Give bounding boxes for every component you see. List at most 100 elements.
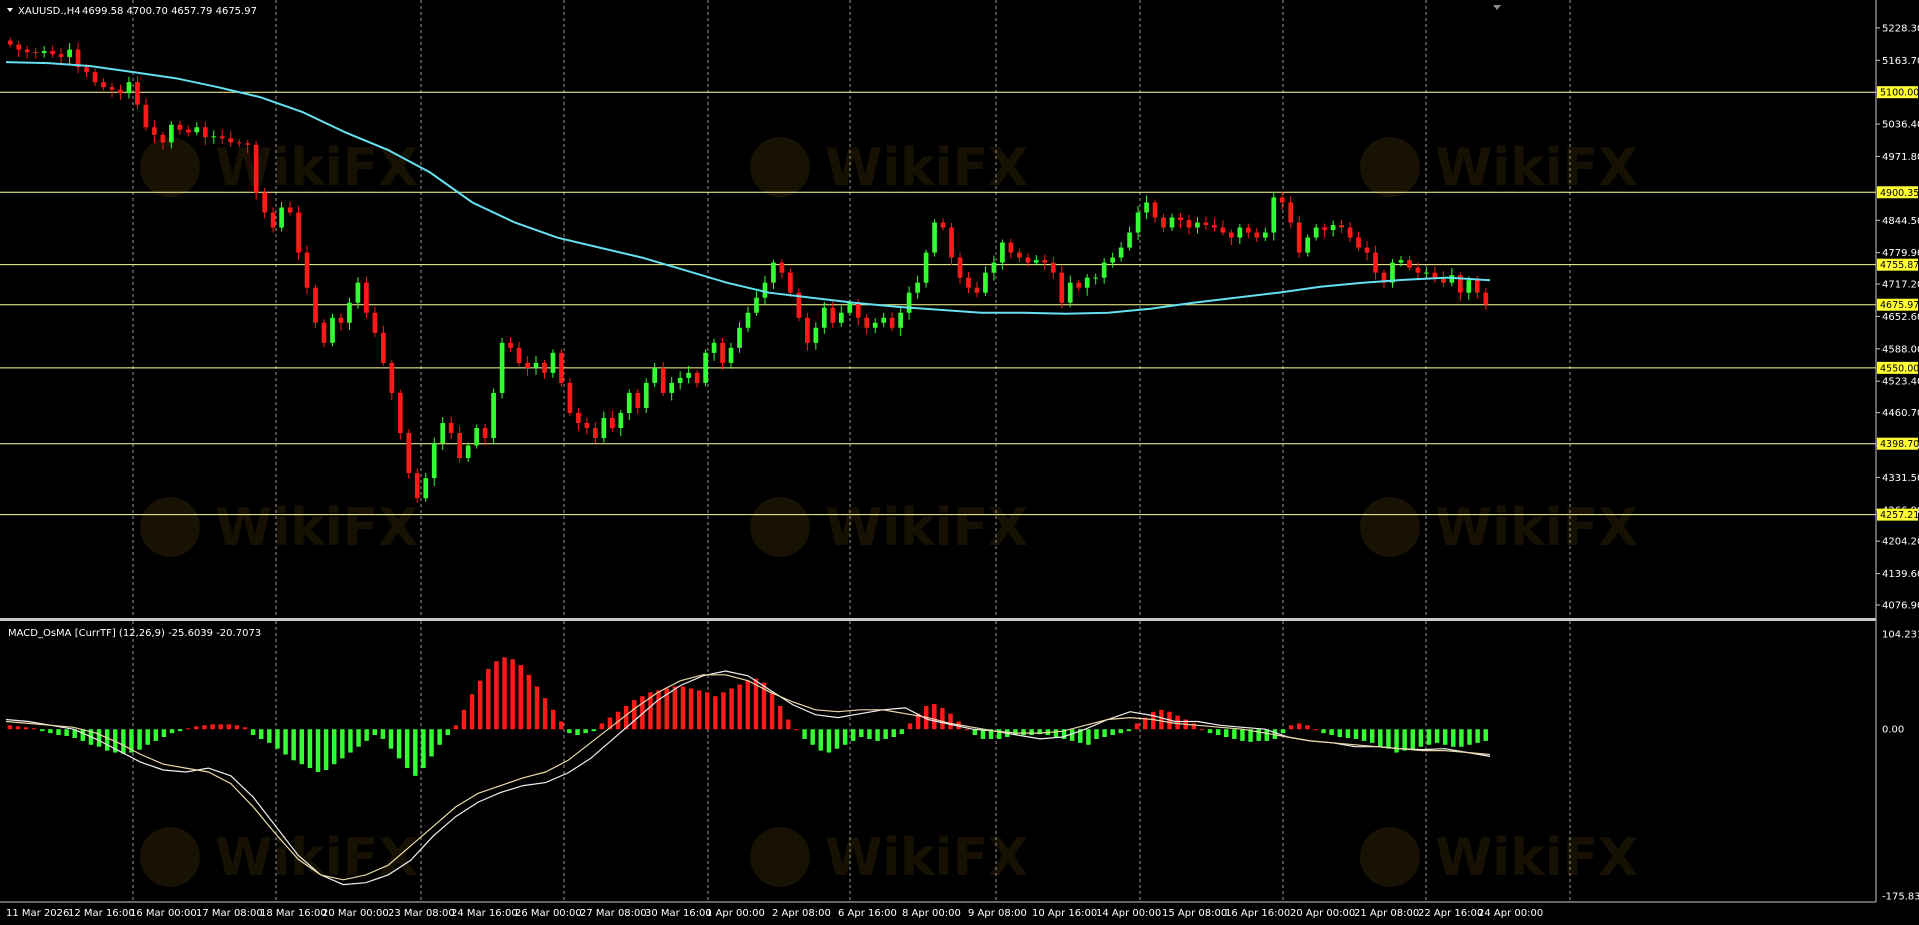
osma-bar[interactable] bbox=[348, 729, 353, 753]
osma-bar[interactable] bbox=[680, 686, 686, 730]
candle[interactable] bbox=[169, 121, 174, 149]
osma-bar[interactable] bbox=[1467, 729, 1472, 745]
candle[interactable] bbox=[745, 306, 751, 332]
candle[interactable] bbox=[296, 205, 301, 261]
candle[interactable] bbox=[796, 288, 802, 322]
candle[interactable] bbox=[304, 245, 310, 295]
osma-bar[interactable] bbox=[1305, 725, 1310, 730]
osma-bar[interactable] bbox=[632, 700, 637, 730]
osma-bar[interactable] bbox=[1029, 729, 1034, 736]
osma-bar[interactable] bbox=[599, 723, 605, 730]
osma-bar[interactable] bbox=[859, 729, 864, 737]
osma-bar[interactable] bbox=[291, 729, 296, 761]
candle[interactable] bbox=[1432, 266, 1438, 284]
candle[interactable] bbox=[372, 306, 378, 337]
osma-bar[interactable] bbox=[664, 688, 669, 730]
candle[interactable] bbox=[219, 129, 225, 144]
candle[interactable] bbox=[1076, 279, 1082, 292]
candle[interactable] bbox=[1262, 227, 1268, 242]
osma-bar[interactable] bbox=[518, 665, 523, 730]
candle[interactable] bbox=[118, 84, 123, 100]
candle[interactable] bbox=[152, 120, 157, 143]
osma-bar[interactable] bbox=[31, 728, 37, 730]
candle[interactable] bbox=[1245, 223, 1251, 239]
osma-bar[interactable] bbox=[250, 729, 256, 736]
osma-bar[interactable] bbox=[1224, 729, 1229, 737]
osma-bar[interactable] bbox=[567, 729, 572, 734]
candle[interactable] bbox=[1279, 191, 1285, 210]
candle[interactable] bbox=[533, 355, 539, 375]
osma-bar[interactable] bbox=[461, 709, 467, 730]
candle[interactable] bbox=[779, 259, 785, 279]
osma-bar[interactable] bbox=[778, 705, 783, 730]
osma-bar[interactable] bbox=[1345, 729, 1351, 738]
candle[interactable] bbox=[1381, 269, 1387, 289]
osma-bar[interactable] bbox=[1232, 729, 1237, 739]
osma-bar[interactable] bbox=[721, 692, 726, 730]
osma-bar[interactable] bbox=[259, 729, 264, 739]
moving-average-line[interactable] bbox=[5, 61, 1491, 315]
candle[interactable] bbox=[1457, 272, 1463, 301]
osma-bar[interactable] bbox=[786, 719, 791, 730]
osma-bar[interactable] bbox=[834, 729, 840, 749]
candle[interactable] bbox=[101, 78, 106, 91]
osma-bar[interactable] bbox=[56, 729, 61, 736]
osma-bar[interactable] bbox=[875, 729, 880, 741]
candle[interactable] bbox=[1186, 214, 1192, 235]
candle[interactable] bbox=[457, 426, 463, 464]
candle[interactable] bbox=[185, 125, 191, 137]
osma-bar[interactable] bbox=[810, 729, 815, 745]
osma-bar[interactable] bbox=[915, 713, 921, 730]
candle[interactable] bbox=[338, 313, 344, 331]
osma-bar[interactable] bbox=[1264, 729, 1270, 741]
osma-histogram[interactable] bbox=[7, 657, 1488, 776]
osma-bar[interactable] bbox=[891, 729, 896, 737]
osma-bar[interactable] bbox=[1394, 729, 1399, 753]
candle[interactable] bbox=[1059, 266, 1065, 309]
candle[interactable] bbox=[898, 306, 903, 336]
candle[interactable] bbox=[626, 389, 632, 420]
osma-bar[interactable] bbox=[283, 729, 288, 755]
osma-bar[interactable] bbox=[1215, 729, 1221, 736]
osma-bar[interactable] bbox=[1410, 729, 1415, 749]
osma-bar[interactable] bbox=[818, 729, 824, 751]
candle[interactable] bbox=[381, 325, 386, 366]
osma-bar[interactable] bbox=[48, 729, 53, 734]
osma-bar[interactable] bbox=[307, 729, 313, 769]
candle[interactable] bbox=[694, 369, 700, 388]
candle[interactable] bbox=[1144, 195, 1149, 220]
candle[interactable] bbox=[932, 219, 937, 257]
candle[interactable] bbox=[635, 388, 641, 414]
candle[interactable] bbox=[397, 389, 403, 440]
candle[interactable] bbox=[1288, 195, 1294, 229]
candle[interactable] bbox=[431, 437, 437, 487]
osma-bar[interactable] bbox=[575, 729, 580, 736]
osma-bar[interactable] bbox=[396, 729, 402, 759]
osma-bar[interactable] bbox=[7, 725, 13, 730]
candle[interactable] bbox=[1313, 224, 1319, 241]
candle[interactable] bbox=[67, 43, 72, 65]
candle[interactable] bbox=[1441, 271, 1446, 288]
osma-bar[interactable] bbox=[218, 724, 223, 730]
osma-bar[interactable] bbox=[769, 692, 775, 730]
candle[interactable] bbox=[202, 121, 208, 145]
osma-bar[interactable] bbox=[331, 729, 337, 765]
osma-bar[interactable] bbox=[1053, 729, 1059, 737]
osma-bar[interactable] bbox=[826, 729, 832, 753]
candle[interactable] bbox=[643, 378, 649, 413]
osma-bar[interactable] bbox=[299, 729, 305, 765]
osma-bar[interactable] bbox=[672, 686, 678, 730]
osma-bar[interactable] bbox=[153, 729, 159, 741]
osma-bar[interactable] bbox=[1159, 709, 1164, 730]
candle[interactable] bbox=[1373, 245, 1378, 280]
candle[interactable] bbox=[1135, 205, 1141, 241]
candle[interactable] bbox=[949, 223, 954, 266]
candle[interactable] bbox=[1322, 223, 1327, 238]
candle[interactable] bbox=[499, 337, 505, 399]
osma-bar[interactable] bbox=[988, 729, 994, 739]
candle[interactable] bbox=[805, 312, 810, 351]
candle[interactable] bbox=[576, 407, 581, 431]
osma-bar[interactable] bbox=[234, 725, 240, 730]
osma-bar[interactable] bbox=[413, 729, 418, 776]
